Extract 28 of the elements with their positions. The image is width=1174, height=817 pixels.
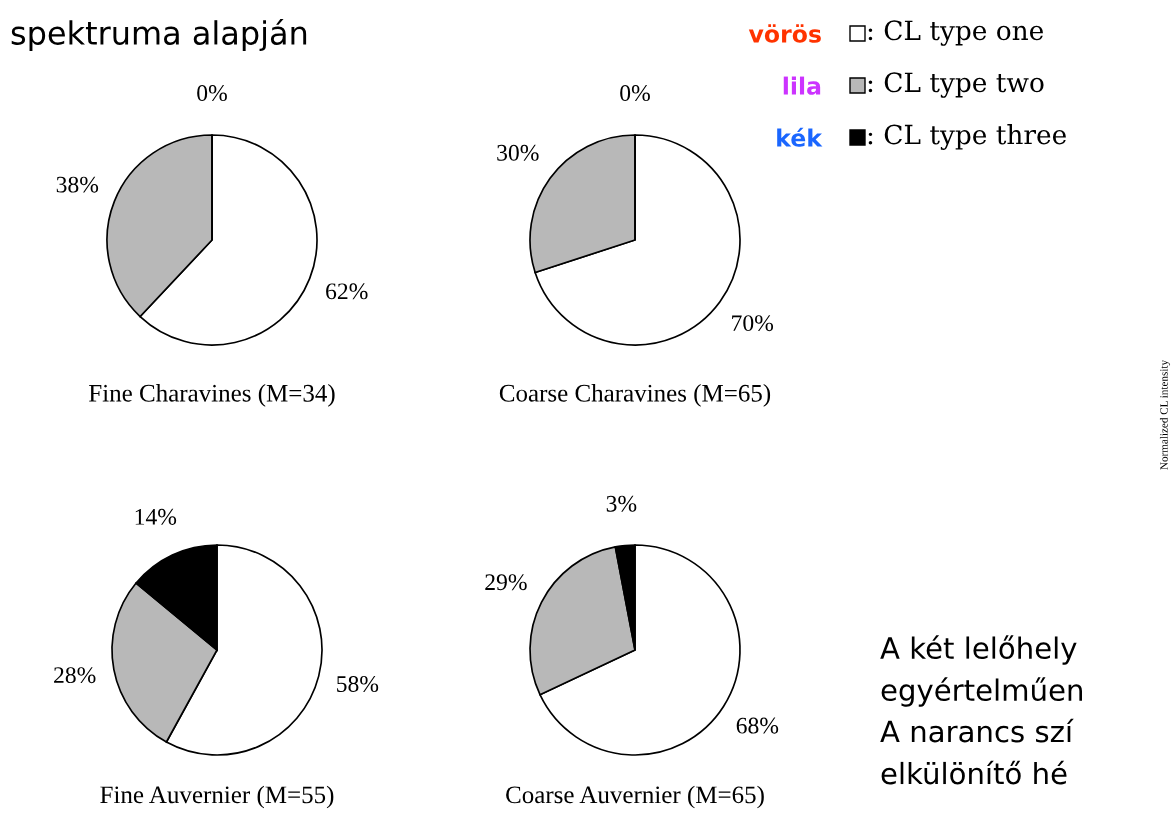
text: 0% — [197, 85, 227, 102]
category-label: : CL type one — [868, 20, 1043, 46]
text: Fine Auvernier (M=55) — [100, 785, 334, 809]
data-label: 58% — [337, 676, 379, 693]
category-label: vörös — [748, 24, 821, 43]
category-label: : CL type two — [868, 72, 1044, 98]
data-label: 62% — [326, 283, 368, 300]
text: A két lelőhely — [880, 635, 1077, 665]
data-label: 70% — [732, 315, 774, 332]
data-label: 68% — [736, 717, 779, 734]
chart-title: spektruma alapján — [11, 18, 307, 52]
category-label: : CL type three — [868, 124, 1066, 150]
data-label: 28% — [54, 667, 96, 684]
data-label: 14% — [135, 508, 177, 525]
text: Coarse Charavines (M=65) — [499, 384, 771, 407]
data-label: 38% — [56, 176, 99, 193]
text: A narancs szí — [880, 718, 1074, 743]
data-label: 30% — [497, 144, 539, 161]
text: Normalized CL intensity — [1159, 360, 1171, 470]
category-label: lila — [783, 76, 821, 95]
text: elkülönítő hé — [881, 760, 1067, 785]
text: Coarse Auvernier (M=65) — [506, 785, 764, 809]
data-label: 3% — [606, 495, 637, 512]
data-label: 29% — [485, 574, 527, 591]
text: Fine Charavines (M=34) — [89, 384, 335, 407]
text: egyértelműen — [881, 677, 1082, 707]
text: 0% — [620, 85, 650, 102]
category-label: kék — [777, 127, 823, 147]
